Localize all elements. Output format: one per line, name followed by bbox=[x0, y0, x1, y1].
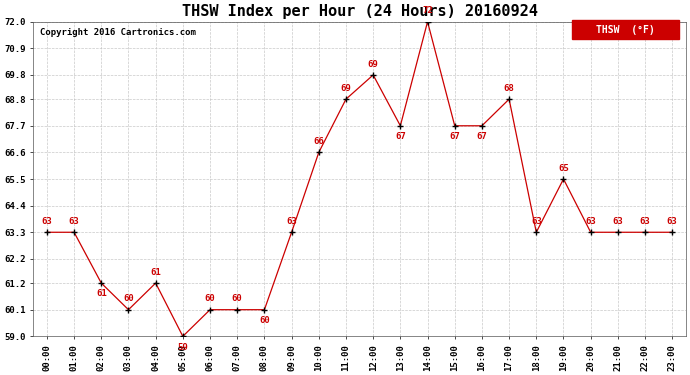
Text: 67: 67 bbox=[449, 132, 460, 141]
Text: 72: 72 bbox=[422, 6, 433, 15]
Text: 63: 63 bbox=[667, 217, 678, 226]
Text: 63: 63 bbox=[69, 217, 79, 226]
Text: 63: 63 bbox=[286, 217, 297, 226]
Text: THSW  (°F): THSW (°F) bbox=[596, 25, 655, 34]
Text: 63: 63 bbox=[585, 217, 596, 226]
Text: 67: 67 bbox=[395, 132, 406, 141]
Text: 63: 63 bbox=[531, 217, 542, 226]
Text: 69: 69 bbox=[341, 84, 351, 93]
Text: 60: 60 bbox=[232, 294, 243, 303]
Text: 69: 69 bbox=[368, 60, 379, 69]
Text: 60: 60 bbox=[205, 294, 215, 303]
Text: 68: 68 bbox=[504, 84, 515, 93]
Text: Copyright 2016 Cartronics.com: Copyright 2016 Cartronics.com bbox=[40, 28, 196, 37]
Text: 60: 60 bbox=[259, 316, 270, 325]
Text: 63: 63 bbox=[41, 217, 52, 226]
Text: 60: 60 bbox=[123, 294, 134, 303]
Text: 63: 63 bbox=[640, 217, 651, 226]
FancyBboxPatch shape bbox=[571, 20, 680, 39]
Text: 61: 61 bbox=[150, 268, 161, 277]
Text: 65: 65 bbox=[558, 164, 569, 173]
Text: 67: 67 bbox=[477, 132, 487, 141]
Text: 66: 66 bbox=[313, 137, 324, 146]
Text: 61: 61 bbox=[96, 290, 107, 298]
Text: 63: 63 bbox=[613, 217, 623, 226]
Title: THSW Index per Hour (24 Hours) 20160924: THSW Index per Hour (24 Hours) 20160924 bbox=[181, 4, 538, 19]
Text: 59: 59 bbox=[177, 343, 188, 352]
